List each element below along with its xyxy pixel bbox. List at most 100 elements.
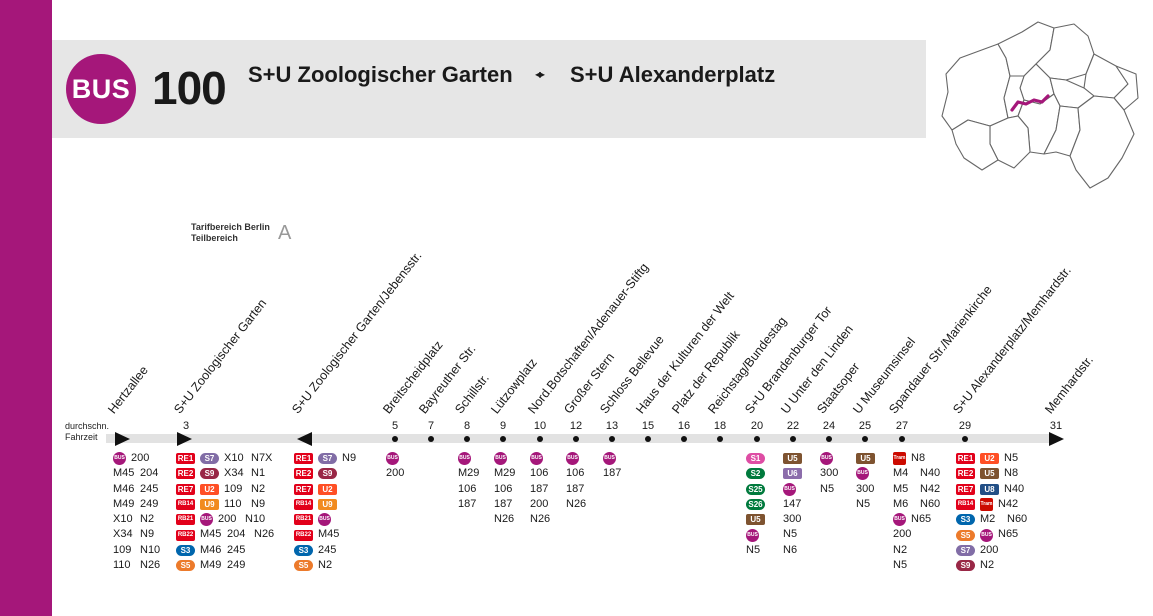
stop-dot xyxy=(500,436,506,442)
line-badge-re1: RE1 xyxy=(176,453,195,465)
transfers-hertzallee: BUS 200 M45 204 M46 245 M49 249 X10 N2 X34 N9 109 N10… xyxy=(113,451,162,573)
transfer-row: BUS xyxy=(494,451,516,466)
transfer-row: S3 M46 245 xyxy=(176,543,276,558)
transfer-row: 109 N10 xyxy=(113,543,162,558)
average-time-label: durchschn. Fahrzeit xyxy=(65,421,109,443)
transfers-brandenburger-tor: S1 S2 S25 S26 U5 BUS N5 xyxy=(746,451,768,558)
line-label: N9 xyxy=(251,497,266,510)
line-badge-rb14: RB14 xyxy=(294,499,313,511)
line-label: X10 xyxy=(113,513,133,526)
line-label: X34 xyxy=(113,528,133,541)
stop-name[interactable]: S+U Zoologischer Garten xyxy=(171,296,270,417)
line-label: N42 xyxy=(998,497,1019,510)
line-label: 245 xyxy=(318,543,337,556)
tariff-label-line2: Teilbereich xyxy=(191,233,238,243)
line-label: N60 xyxy=(1007,513,1028,526)
line-label: 187 xyxy=(458,497,477,510)
transfer-row: RB21 BUS xyxy=(294,512,364,527)
stop-minutes: 16 xyxy=(677,420,691,432)
bus-icon: BUS xyxy=(856,467,869,481)
line-label: 106 xyxy=(566,467,585,480)
stop-minutes: 12 xyxy=(569,420,583,432)
bus-icon: BUS xyxy=(113,452,126,466)
line-label: 110 xyxy=(224,497,242,510)
line-label: N10 xyxy=(245,513,266,526)
line-label: 245 xyxy=(140,482,159,495)
transfer-row: M29 xyxy=(458,466,480,481)
line-label: N40 xyxy=(1004,482,1025,495)
line-label: 187 xyxy=(566,482,585,495)
transfer-row: RE2 U5 N8 xyxy=(956,466,1029,481)
stop-name[interactable]: Memhardstr. xyxy=(1042,353,1096,417)
line-badge-u5: U5 xyxy=(746,514,765,526)
line-label: 110 xyxy=(113,559,131,572)
transfer-row: 187 xyxy=(566,482,588,497)
line-label: N5 xyxy=(746,543,761,556)
tariff-label-line1: Tarifbereich Berlin xyxy=(191,222,270,232)
stop-name[interactable]: Schloss Bellevue xyxy=(597,332,667,417)
line-label: 300 xyxy=(820,467,839,480)
line-label: 187 xyxy=(530,482,549,495)
bus-icon: BUS xyxy=(200,513,213,527)
line-badge-rb21: RB21 xyxy=(176,514,195,526)
line-label: N26 xyxy=(140,559,161,572)
transfer-row: RE2 S9 xyxy=(294,466,364,481)
transfer-row: RE1 S7 N9 xyxy=(294,451,364,466)
stop-dot xyxy=(573,436,579,442)
line-badge-u2: U2 xyxy=(980,453,999,465)
transfer-row: M49 249 xyxy=(113,497,162,512)
line-label: X10 xyxy=(224,452,244,464)
transfers-botschaften: BUS 106 187 200 N26 xyxy=(530,451,552,527)
line-label: 200 xyxy=(893,528,912,541)
line-badge-s9: S9 xyxy=(200,468,219,480)
line-badge-u5: U5 xyxy=(783,453,802,465)
transfers-museumsinsel: U5 BUS 300 N5 xyxy=(856,451,878,512)
transfer-row: M45 204 xyxy=(113,466,162,481)
transfer-row: RB14 U9 110 N9 xyxy=(176,497,276,512)
tram-icon: Tram xyxy=(980,498,993,512)
stop-minutes: 10 xyxy=(533,420,547,432)
transfer-row: M29 xyxy=(494,466,516,481)
bus-icon: BUS xyxy=(318,513,331,527)
line-badge-rb22: RB22 xyxy=(176,529,195,541)
transfer-row: RB14 Tram N42 xyxy=(956,497,1029,512)
stop-dot xyxy=(609,436,615,442)
transfer-row: U5 xyxy=(746,512,768,527)
line-label: N9 xyxy=(140,528,155,541)
stop-name[interactable]: U Museumsinsel xyxy=(850,334,919,417)
stop-minutes: 7 xyxy=(427,420,435,432)
transfer-row: BUS xyxy=(746,527,768,542)
transfer-row: RE1 S7 X10 N7X xyxy=(176,451,276,466)
line-badge-s7: S7 xyxy=(318,453,337,465)
line-label: N1 xyxy=(251,467,266,480)
bus-icon: BUS xyxy=(566,452,579,466)
transfer-row: S5 M49 249 xyxy=(176,558,276,573)
route-to: S+U Alexanderplatz xyxy=(570,62,776,87)
line-label: N65 xyxy=(911,513,932,526)
line-label: N26 xyxy=(494,513,515,526)
line-label: 106 xyxy=(530,467,549,480)
line-label: M45 xyxy=(318,528,340,541)
stop-dot xyxy=(790,436,796,442)
stop-dot xyxy=(862,436,868,442)
stop-name[interactable]: Hertzallee xyxy=(105,363,151,417)
line-label: N26 xyxy=(566,497,587,510)
line-badge-s3: S3 xyxy=(956,514,975,526)
transfer-row: M46 245 xyxy=(113,482,162,497)
transfers-breitscheidplatz: BUS 200 xyxy=(386,451,408,482)
transfer-row: 187 xyxy=(458,497,480,512)
line-badge-re7: RE7 xyxy=(176,483,195,495)
transfers-alexanderplatz: RE1 U2 N5 RE2 U5 N8 RE7 U8 N40 RB14 Tram N42 S3 M2 N60… xyxy=(956,451,1029,573)
transfer-row: 187 xyxy=(530,482,552,497)
stop-minutes: 31 xyxy=(1049,420,1063,432)
transfer-row: RE1 U2 N5 xyxy=(956,451,1029,466)
transfer-row: 147 xyxy=(783,497,805,512)
stop-minutes: 3 xyxy=(182,420,190,432)
transfer-row: N5 xyxy=(856,497,878,512)
line-badge-s7: S7 xyxy=(956,544,975,556)
line-badge-u5: U5 xyxy=(856,453,875,465)
stop-arrow-icon xyxy=(177,432,192,446)
transfers-zoologischer-garten: RE1 S7 X10 N7X RE2 S9 X34 N1 RE7 U2 109 N2 RB14 U9 110… xyxy=(176,451,276,573)
stop-minutes: 29 xyxy=(958,420,972,432)
line-label: 106 xyxy=(494,482,513,495)
